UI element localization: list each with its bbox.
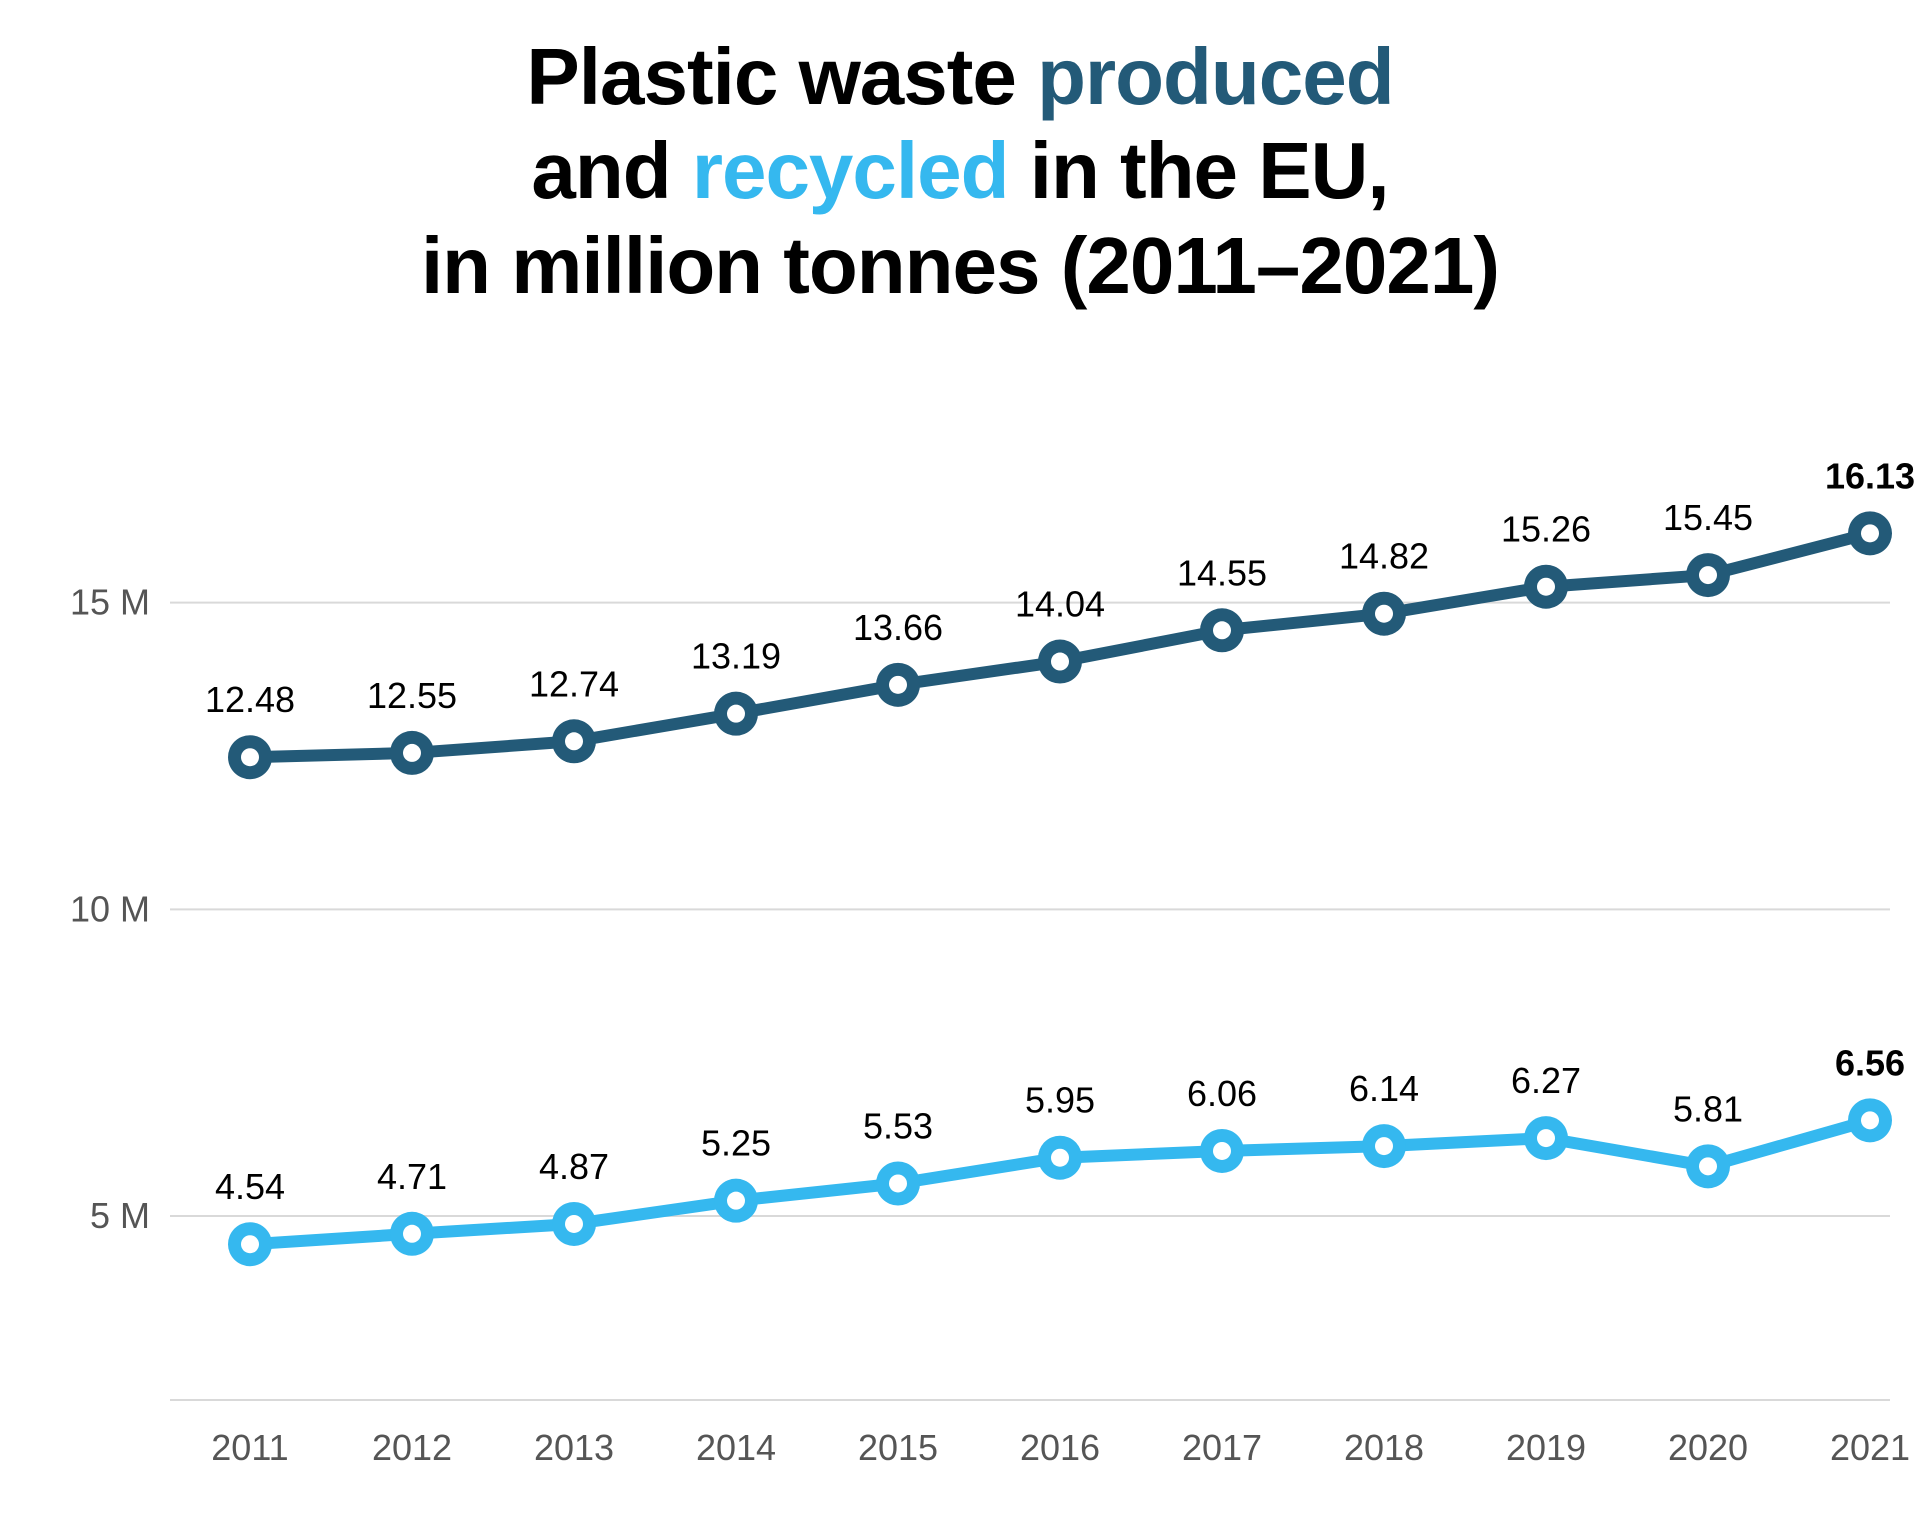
x-axis-label: 2012 bbox=[372, 1427, 452, 1468]
value-label-recycled: 5.25 bbox=[701, 1123, 771, 1164]
value-label-produced: 12.55 bbox=[367, 675, 457, 716]
x-axis-label: 2016 bbox=[1020, 1427, 1100, 1468]
marker-hole-recycled bbox=[1537, 1129, 1555, 1147]
value-label-produced: 14.04 bbox=[1015, 584, 1105, 625]
value-label-recycled: 5.95 bbox=[1025, 1080, 1095, 1121]
value-label-produced: 13.19 bbox=[691, 636, 781, 677]
marker-hole-produced bbox=[1537, 578, 1555, 596]
value-label-recycled: 6.06 bbox=[1187, 1073, 1257, 1114]
value-label-produced: 13.66 bbox=[853, 607, 943, 648]
value-label-produced: 15.26 bbox=[1501, 509, 1591, 550]
value-label-produced: 12.74 bbox=[529, 663, 619, 704]
x-axis-label: 2011 bbox=[211, 1427, 288, 1468]
value-label-recycled: 6.27 bbox=[1511, 1060, 1581, 1101]
marker-hole-produced bbox=[1699, 566, 1717, 584]
marker-hole-produced bbox=[1051, 653, 1069, 671]
x-axis-label: 2015 bbox=[858, 1427, 938, 1468]
x-axis-label: 2018 bbox=[1344, 1427, 1424, 1468]
marker-hole-recycled bbox=[727, 1192, 745, 1210]
value-label-recycled: 4.87 bbox=[539, 1146, 609, 1187]
x-axis-label: 2014 bbox=[696, 1427, 776, 1468]
marker-hole-recycled bbox=[889, 1174, 907, 1192]
marker-hole-produced bbox=[889, 676, 907, 694]
marker-hole-recycled bbox=[1375, 1137, 1393, 1155]
y-axis-label: 5 M bbox=[90, 1195, 150, 1236]
marker-hole-recycled bbox=[1699, 1157, 1717, 1175]
x-axis-label: 2021 bbox=[1830, 1427, 1910, 1468]
x-axis-label: 2017 bbox=[1182, 1427, 1262, 1468]
chart-container: Plastic waste producedand recycled in th… bbox=[0, 0, 1920, 1521]
marker-hole-produced bbox=[565, 732, 583, 750]
marker-hole-recycled bbox=[1051, 1149, 1069, 1167]
value-label-produced: 14.55 bbox=[1177, 552, 1267, 593]
marker-hole-recycled bbox=[241, 1235, 259, 1253]
marker-hole-recycled bbox=[1213, 1142, 1231, 1160]
marker-hole-produced bbox=[1213, 621, 1231, 639]
marker-hole-produced bbox=[1375, 605, 1393, 623]
y-axis-label: 10 M bbox=[70, 888, 150, 929]
marker-hole-recycled bbox=[403, 1225, 421, 1243]
value-label-recycled: 6.14 bbox=[1349, 1068, 1419, 1109]
marker-hole-recycled bbox=[1861, 1111, 1879, 1129]
value-label-produced: 15.45 bbox=[1663, 497, 1753, 538]
value-label-recycled: 5.81 bbox=[1673, 1088, 1743, 1129]
x-axis-label: 2020 bbox=[1668, 1427, 1748, 1468]
x-axis-label: 2013 bbox=[534, 1427, 614, 1468]
marker-hole-produced bbox=[727, 705, 745, 723]
value-label-recycled: 6.56 bbox=[1835, 1042, 1905, 1083]
value-label-produced: 14.82 bbox=[1339, 536, 1429, 577]
marker-hole-recycled bbox=[565, 1215, 583, 1233]
value-label-produced: 12.48 bbox=[205, 679, 295, 720]
x-axis-label: 2019 bbox=[1506, 1427, 1586, 1468]
value-label-recycled: 5.53 bbox=[863, 1105, 933, 1146]
value-label-recycled: 4.71 bbox=[377, 1156, 447, 1197]
y-axis-label: 15 M bbox=[70, 582, 150, 623]
marker-hole-produced bbox=[403, 744, 421, 762]
value-label-recycled: 4.54 bbox=[215, 1166, 285, 1207]
marker-hole-produced bbox=[241, 748, 259, 766]
marker-hole-produced bbox=[1861, 524, 1879, 542]
value-label-produced: 16.13 bbox=[1825, 455, 1915, 496]
line-chart: 5 M 10 M 15 M 2011 2012 2013 2014 2015 2016 2017 2… bbox=[0, 0, 1920, 1521]
